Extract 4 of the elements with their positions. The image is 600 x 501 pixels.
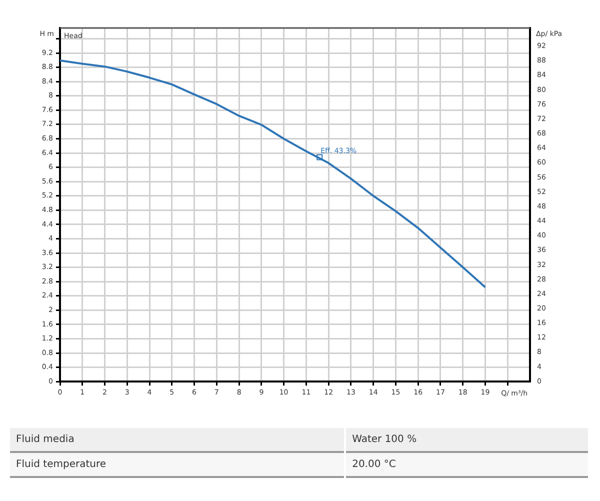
text: Fluid media [10,428,344,453]
text: Fluid temperature [10,453,344,478]
text: 20.00 °C [346,453,588,478]
text: Water 100 % [346,428,588,453]
